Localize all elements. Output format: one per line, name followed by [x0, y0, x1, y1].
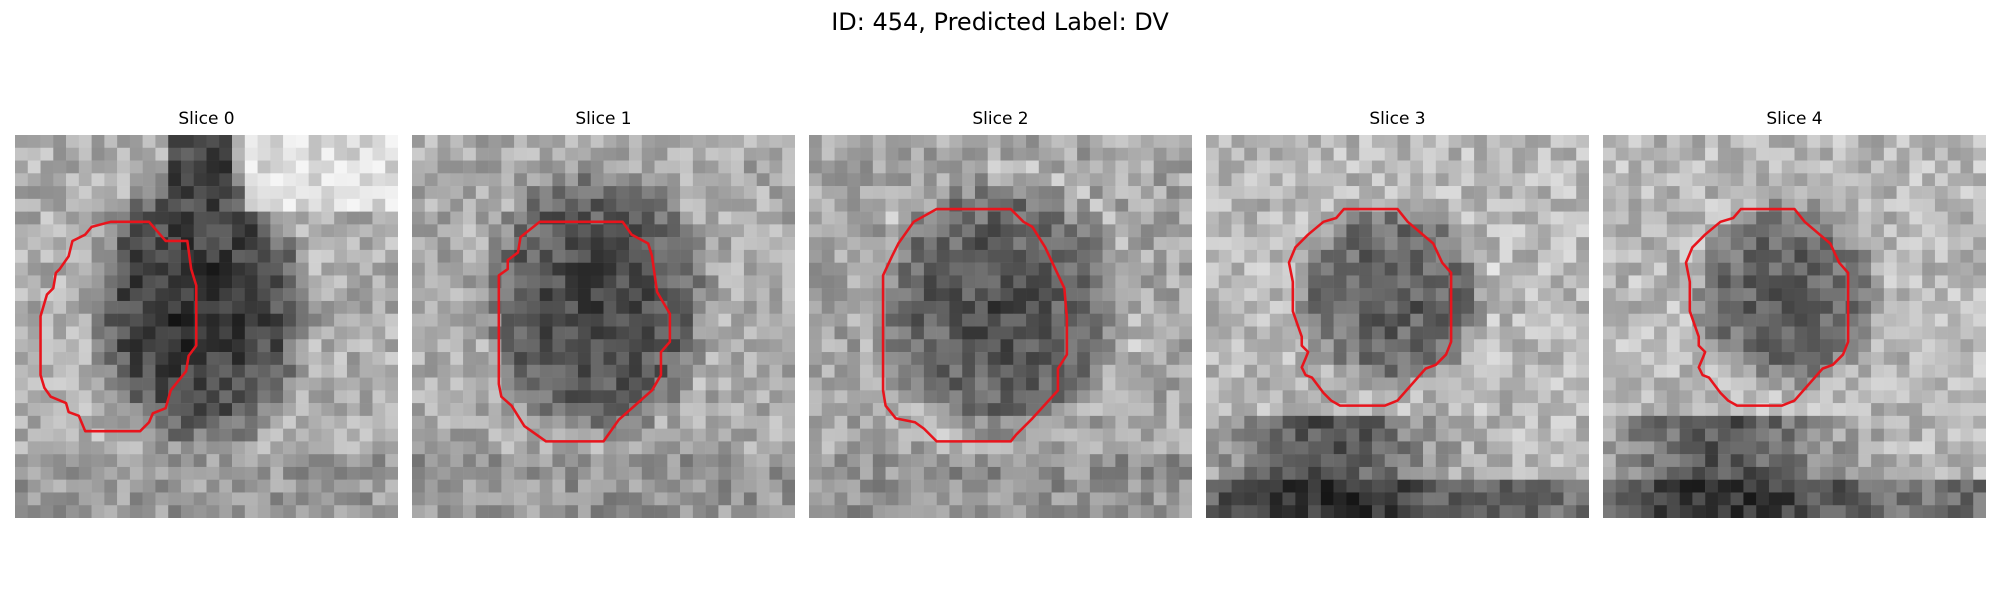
slice-panel: Slice 4	[1603, 108, 1986, 518]
segmentation-contour	[1287, 207, 1453, 407]
slice-image	[15, 135, 398, 518]
figure-title: ID: 454, Predicted Label: DV	[831, 8, 1169, 36]
slice-title: Slice 4	[1766, 109, 1823, 129]
slice-title: Slice 3	[1369, 109, 1426, 129]
slice-title: Slice 1	[575, 109, 632, 129]
slice-image	[809, 135, 1192, 518]
slice-panel: Slice 1	[412, 108, 795, 518]
slice-image	[1206, 135, 1589, 518]
slice-panel: Slice 3	[1206, 108, 1589, 518]
slice-image	[412, 135, 795, 518]
slice-image	[1603, 135, 1986, 518]
slice-panel: Slice 2	[809, 108, 1192, 518]
slice-title: Slice 2	[972, 109, 1029, 129]
segmentation-contour	[39, 220, 198, 433]
segmentation-contour	[881, 207, 1069, 443]
segmentation-contour	[1684, 207, 1850, 407]
slice-panel: Slice 0	[15, 108, 398, 518]
segmentation-contour	[497, 220, 672, 443]
slice-title: Slice 0	[178, 109, 235, 129]
